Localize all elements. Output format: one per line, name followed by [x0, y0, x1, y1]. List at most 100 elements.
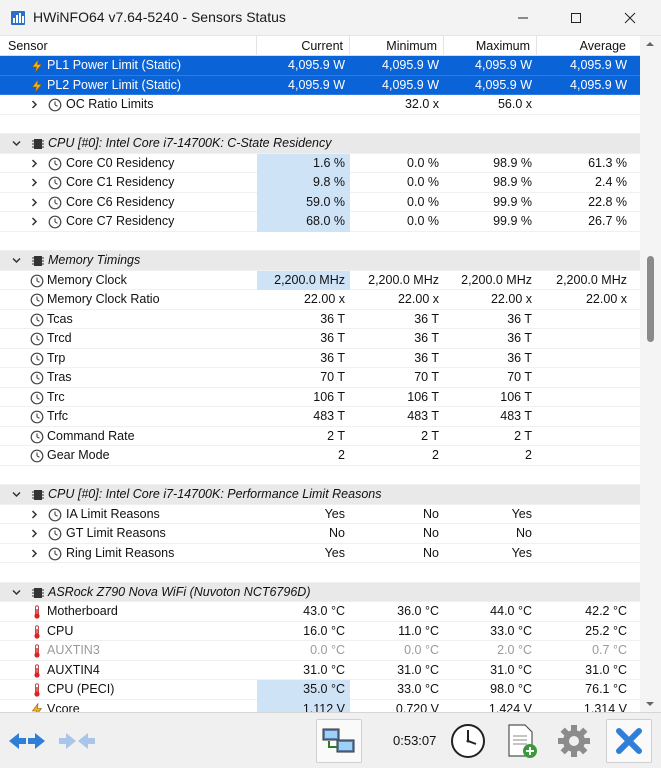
column-header-minimum[interactable]: Minimum [350, 36, 444, 56]
blank-row [0, 563, 640, 583]
column-header-maximum[interactable]: Maximum [444, 36, 537, 56]
vertical-scrollbar[interactable] [640, 36, 661, 712]
sensor-label: Ring Limit Reasons [66, 545, 175, 560]
sensor-label: IA Limit Reasons [66, 506, 160, 521]
scroll-down-icon[interactable] [645, 700, 655, 708]
maximize-button[interactable] [553, 0, 599, 36]
sensor-group-row[interactable]: ASRock Z790 Nova WiFi (Nuvoton NCT6796D) [0, 582, 640, 603]
sensor-row[interactable]: Core C6 Residency 59.0 % 0.0 % 99.9 % 22.8 % [0, 192, 640, 213]
sensor-row[interactable]: Core C0 Residency 1.6 % 0.0 % 98.9 % 61.3 % [0, 153, 640, 174]
sensor-group-row[interactable]: Memory Timings [0, 251, 640, 271]
expand-chevron-icon[interactable] [28, 173, 40, 193]
expand-chevron-icon[interactable] [28, 95, 40, 115]
reset-timer-button[interactable] [445, 719, 491, 763]
bolt-icon [30, 58, 44, 73]
expand-chevron-icon[interactable] [28, 212, 40, 232]
sensor-label: Tras [47, 370, 72, 384]
maximum-value: 99.9 % [493, 214, 532, 228]
logging-button[interactable] [498, 719, 544, 763]
sensor-row[interactable]: Command Rate 2 T 2 T 2 T [0, 427, 640, 446]
sensor-row[interactable]: Memory Clock 2,200.0 MHz 2,200.0 MHz 2,200.… [0, 270, 640, 290]
sensor-row[interactable]: Gear Mode 2 2 2 [0, 446, 640, 466]
sensor-row[interactable]: OC Ratio Limits 32.0 x 56.0 x [0, 95, 640, 115]
sensor-table[interactable]: Sensor Current Minimum Maximum Average P… [0, 36, 640, 712]
sensor-label: Core C0 Residency [66, 155, 175, 170]
expand-chevron-icon[interactable] [28, 154, 40, 174]
average-value [537, 524, 632, 544]
minimum-value: 4,095.9 W [382, 58, 439, 72]
maximum-value: Yes [511, 506, 532, 521]
sensor-label: Memory Clock Ratio [47, 292, 160, 306]
sensor-label: Tcas [47, 311, 73, 326]
title-bar[interactable]: HWiNFO64 v7.64-5240 - Sensors Status [0, 0, 661, 36]
sensor-row[interactable]: Trp 36 T 36 T 36 T [0, 349, 640, 368]
network-button[interactable] [316, 719, 362, 763]
expand-columns-button[interactable] [4, 719, 50, 763]
collapse-chevron-icon[interactable] [10, 134, 22, 154]
maximum-value: 4,095.9 W [475, 77, 532, 92]
expand-chevron-icon[interactable] [28, 193, 40, 213]
settings-button[interactable] [551, 719, 597, 763]
sensor-row[interactable]: IA Limit Reasons Yes No Yes [0, 505, 640, 525]
elapsed-timer: 0:53:07 [393, 733, 437, 748]
sensor-row[interactable]: AUXTIN4 31.0 °C 31.0 °C 31.0 °C 31.0 °C [0, 661, 640, 680]
collapse-chevron-icon[interactable] [10, 251, 22, 271]
sensor-row[interactable]: Vcore 1.112 V 0.720 V 1.424 V 1.314 V [0, 699, 640, 713]
current-value: Yes [324, 545, 345, 560]
sensor-row[interactable]: GT Limit Reasons No No No [0, 524, 640, 544]
sensor-group-row[interactable]: CPU [#0]: Intel Core i7-14700K: C-State … [0, 134, 640, 154]
minimum-value: No [423, 526, 439, 540]
sensor-row[interactable]: Core C1 Residency 9.8 % 0.0 % 98.9 % 2.4 % [0, 173, 640, 193]
chip-icon [31, 137, 45, 151]
sensor-row[interactable]: AUXTIN3 0.0 °C 0.0 °C 2.0 °C 0.7 °C [0, 641, 640, 661]
sensor-label: Memory Clock [47, 272, 127, 287]
average-value [537, 95, 632, 115]
current-value: 35.0 °C [257, 680, 350, 700]
current-value: 106 T [313, 389, 345, 404]
sensor-row[interactable]: Tras 70 T 70 T 70 T [0, 368, 640, 388]
sensor-row[interactable]: PL1 Power Limit (Static) 4,095.9 W 4,095.9… [0, 56, 640, 76]
close-sensors-button[interactable] [606, 719, 652, 763]
average-value: 1.314 V [583, 701, 627, 713]
sensor-row[interactable]: PL2 Power Limit (Static) 4,095.9 W 4,095.9… [0, 75, 640, 95]
column-header-sensor[interactable]: Sensor [0, 36, 257, 56]
sensor-row[interactable]: CPU (PECI) 35.0 °C 33.0 °C 98.0 °C 76.1 °C [0, 680, 640, 700]
sensor-row[interactable]: Memory Clock Ratio 22.00 x 22.00 x 22.00 x 2… [0, 290, 640, 310]
column-header-average[interactable]: Average [579, 39, 626, 53]
sensor-row[interactable]: Trcd 36 T 36 T 36 T [0, 329, 640, 349]
average-value [537, 310, 632, 330]
close-button[interactable] [607, 0, 653, 36]
collapse-chevron-icon[interactable] [10, 485, 22, 505]
sensor-row[interactable]: Motherboard 43.0 °C 36.0 °C 44.0 °C 42.2 °C [0, 602, 640, 622]
sensor-row[interactable]: CPU 16.0 °C 11.0 °C 33.0 °C 25.2 °C [0, 622, 640, 641]
minimum-value: 0.0 % [407, 155, 439, 170]
scroll-up-icon[interactable] [645, 40, 655, 48]
clock-icon [30, 352, 44, 366]
sensor-row[interactable]: Ring Limit Reasons Yes No Yes [0, 544, 640, 564]
maximum-value: 2,200.0 MHz [461, 272, 532, 287]
clock-icon [30, 391, 44, 405]
maximum-value: 36 T [507, 350, 532, 365]
collapse-chevron-icon[interactable] [10, 583, 22, 603]
minimum-value: No [423, 545, 439, 560]
sensor-row[interactable]: Tcas 36 T 36 T 36 T [0, 310, 640, 330]
scroll-thumb[interactable] [647, 256, 654, 342]
sensor-row[interactable]: Core C7 Residency 68.0 % 0.0 % 99.9 % 26.7 % [0, 212, 640, 232]
minimum-value: 36.0 °C [397, 604, 439, 618]
minimize-button[interactable] [500, 0, 546, 36]
minimum-value: 483 T [407, 409, 439, 423]
sensor-group-row[interactable]: CPU [#0]: Intel Core i7-14700K: Performa… [0, 485, 640, 505]
maximum-value: 33.0 °C [490, 623, 532, 638]
maximum-value: 2 [525, 448, 532, 462]
hwinfo-icon [11, 11, 25, 25]
sensor-row[interactable]: Trfc 483 T 483 T 483 T [0, 407, 640, 427]
column-header-current[interactable]: Current [257, 36, 350, 56]
sensor-row[interactable]: Trc 106 T 106 T 106 T [0, 388, 640, 407]
maximum-value: 106 T [500, 389, 532, 404]
minimum-value: 2 [432, 448, 439, 462]
current-value: Yes [324, 506, 345, 521]
collapse-columns-button[interactable] [54, 719, 100, 763]
expand-chevron-icon[interactable] [28, 505, 40, 525]
expand-chevron-icon[interactable] [28, 524, 40, 544]
expand-chevron-icon[interactable] [28, 544, 40, 564]
